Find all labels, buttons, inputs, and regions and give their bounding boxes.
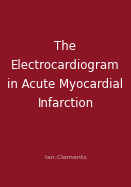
Text: The
Electrocardiogram
in Acute Myocardial
Infarction: The Electrocardiogram in Acute Myocardia…: [7, 40, 124, 110]
Text: Ian Clements: Ian Clements: [45, 155, 86, 160]
